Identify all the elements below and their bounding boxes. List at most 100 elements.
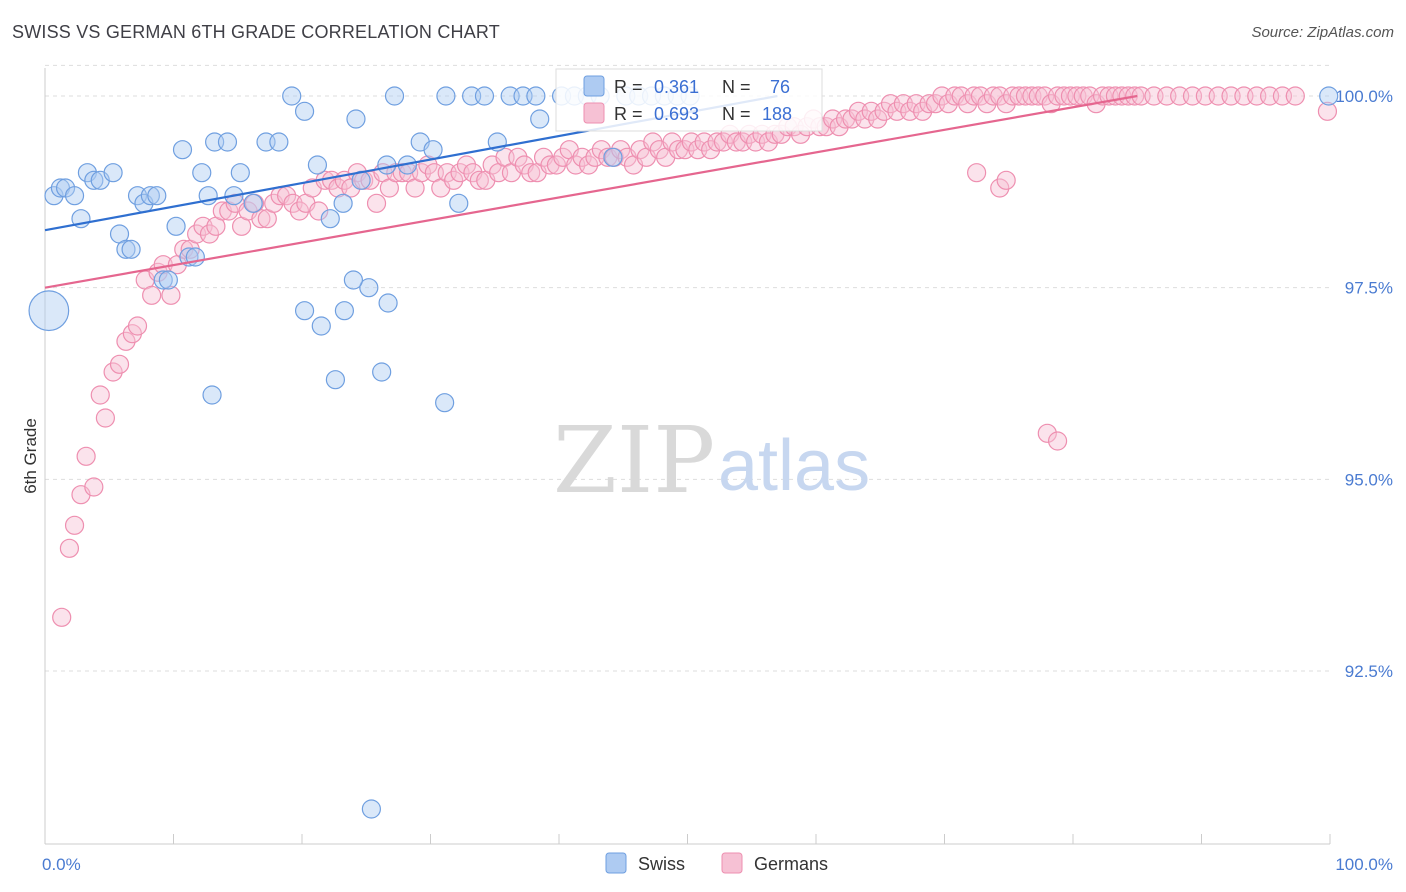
bottom-legend-germans-label: Germans bbox=[754, 854, 828, 874]
swiss-point bbox=[121, 239, 141, 259]
y-axis-label: 6th Grade bbox=[21, 418, 40, 494]
watermark-zip: ZIP bbox=[553, 407, 715, 514]
germans-point bbox=[611, 140, 631, 160]
germans-point bbox=[444, 170, 464, 190]
swiss-point bbox=[282, 86, 302, 106]
germans-point bbox=[1317, 101, 1338, 121]
y-tick-label: 92.5% bbox=[1345, 662, 1393, 681]
swiss-point bbox=[333, 193, 353, 213]
germans-point bbox=[1285, 86, 1305, 106]
germans-point bbox=[127, 316, 148, 336]
swiss-point bbox=[84, 170, 104, 190]
swiss-point bbox=[172, 140, 193, 160]
germans-point bbox=[103, 362, 123, 382]
swiss-point bbox=[147, 186, 167, 206]
germans-point bbox=[546, 155, 567, 175]
swiss-point bbox=[359, 278, 379, 298]
swiss-point bbox=[346, 109, 366, 129]
swiss-point bbox=[192, 163, 212, 183]
y-tick-label: 95.0% bbox=[1345, 470, 1393, 489]
germans-point bbox=[289, 201, 310, 221]
swiss-point bbox=[449, 193, 469, 213]
swiss-point bbox=[377, 155, 397, 175]
germans-point bbox=[90, 385, 110, 405]
swiss-point bbox=[530, 109, 550, 129]
legend-swiss-n-value: 76 bbox=[770, 77, 790, 97]
legend-swiss-r-value: 0.361 bbox=[654, 77, 699, 97]
germans-point bbox=[1047, 431, 1068, 451]
germans-point bbox=[366, 193, 387, 213]
swiss-point bbox=[603, 147, 623, 167]
germans-point bbox=[142, 285, 162, 305]
swiss-point bbox=[202, 385, 222, 405]
x-ticks bbox=[44, 834, 1331, 844]
swiss-point bbox=[269, 132, 289, 152]
swiss-point bbox=[230, 163, 250, 183]
germans-point bbox=[990, 178, 1010, 198]
x-tick-label: 0.0% bbox=[42, 855, 81, 874]
swiss-point bbox=[474, 86, 495, 106]
swiss-point bbox=[294, 301, 315, 321]
chart-title: SWISS VS GERMAN 6TH GRADE CORRELATION CH… bbox=[12, 22, 500, 42]
germans-point bbox=[309, 201, 329, 221]
y-tick-labels: 100.0% 97.5% 95.0% 92.5% bbox=[1335, 87, 1393, 681]
swiss-point bbox=[435, 393, 455, 413]
swiss-point bbox=[294, 101, 315, 121]
germans-point bbox=[456, 155, 477, 175]
watermark: ZIP atlas bbox=[553, 407, 870, 514]
germans-point bbox=[95, 408, 115, 428]
germans-point bbox=[868, 109, 888, 129]
swiss-point bbox=[372, 362, 392, 382]
bottom-legend-swiss-swatch bbox=[605, 852, 627, 874]
swiss-point bbox=[217, 132, 238, 152]
swiss-point bbox=[28, 290, 70, 332]
x-tick-label: 100.0% bbox=[1335, 855, 1393, 874]
germans-points bbox=[52, 86, 1338, 627]
swiss-point bbox=[343, 270, 363, 290]
germans-point bbox=[251, 209, 271, 229]
germans-point bbox=[59, 538, 80, 558]
swiss-point bbox=[423, 140, 443, 160]
source-credit: Source: ZipAtlas.com bbox=[1251, 24, 1394, 41]
swiss-point bbox=[1319, 86, 1339, 106]
swiss-point bbox=[361, 799, 381, 819]
swiss-point bbox=[158, 270, 178, 290]
swiss-point bbox=[64, 186, 85, 206]
legend: R = 0.361 N = 76 R = 0.693 N = 188 bbox=[555, 68, 823, 132]
legend-germans-r-value: 0.693 bbox=[654, 104, 699, 124]
y-tick-label: 100.0% bbox=[1335, 87, 1393, 106]
watermark-atlas: atlas bbox=[718, 426, 870, 506]
germans-point bbox=[469, 170, 489, 190]
swiss-point bbox=[103, 163, 123, 183]
germans-point bbox=[219, 201, 239, 221]
swiss-point bbox=[44, 186, 64, 206]
swiss-point bbox=[140, 186, 160, 206]
swiss-point bbox=[334, 301, 355, 321]
swiss-point bbox=[116, 239, 136, 259]
swiss-point bbox=[378, 293, 398, 313]
germans-point bbox=[52, 607, 72, 627]
swiss-point bbox=[307, 155, 328, 175]
germans-point bbox=[161, 285, 181, 305]
swiss-points bbox=[28, 86, 1339, 819]
bottom-legend: Swiss Germans bbox=[605, 852, 828, 874]
swiss-point bbox=[436, 86, 456, 106]
swiss-point bbox=[325, 370, 346, 390]
bottom-legend-swiss-label: Swiss bbox=[638, 854, 685, 874]
germans-point bbox=[643, 132, 663, 152]
swiss-point bbox=[166, 216, 186, 236]
germans-point bbox=[199, 224, 220, 244]
legend-germans-n-label: N = bbox=[722, 104, 751, 124]
germans-point bbox=[84, 477, 104, 497]
y-tick-label: 97.5% bbox=[1345, 279, 1393, 298]
legend-swiss-r-label: R = bbox=[614, 77, 643, 97]
legend-swiss-swatch bbox=[583, 75, 605, 97]
germans-trendline bbox=[44, 94, 1138, 289]
germans-point bbox=[109, 354, 130, 374]
legend-germans-swatch bbox=[583, 102, 605, 124]
germans-point bbox=[578, 155, 599, 175]
x-tick-labels: 0.0% 100.0% bbox=[42, 855, 1393, 874]
germans-point bbox=[76, 446, 96, 466]
germans-point bbox=[1037, 423, 1057, 443]
